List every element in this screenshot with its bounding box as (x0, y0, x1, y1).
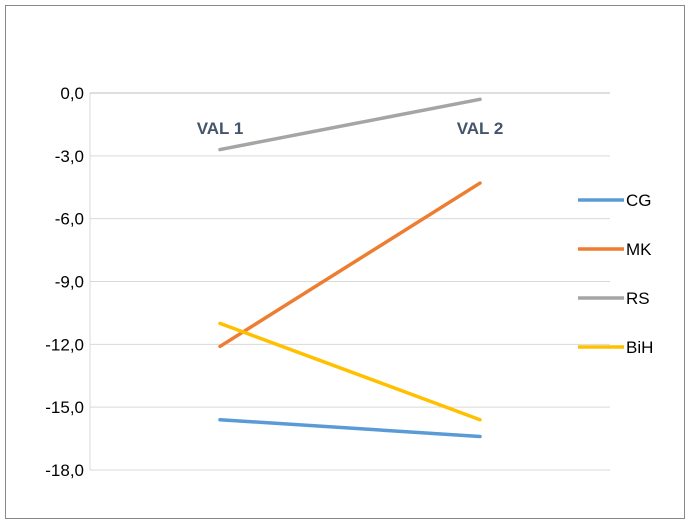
chart-frame (5, 5, 685, 519)
y-axis: 0,0 -3,0 -6,0 -9,0 -12,0 -15,0 -18,0 (45, 84, 91, 480)
x-tick-label: VAL 2 (457, 119, 504, 138)
legend: CG MK RS BiH (578, 191, 653, 357)
legend-label-rs: RS (626, 289, 650, 308)
legend-label-mk: MK (626, 240, 652, 259)
series-lines (218, 97, 482, 439)
series-line-mk (218, 181, 482, 349)
x-tick-label: VAL 1 (197, 119, 244, 138)
y-tick-label: -12,0 (45, 335, 84, 354)
category-axis: VAL 1 VAL 2 (90, 92, 610, 138)
legend-label-cg: CG (626, 191, 652, 210)
series-line-rs (218, 97, 482, 152)
y-tick-label: -18,0 (45, 461, 84, 480)
y-tick-label: 0,0 (60, 84, 84, 103)
y-tick-label: -9,0 (55, 273, 84, 292)
series-line-bih (218, 321, 482, 422)
y-tick-label: -15,0 (45, 398, 84, 417)
gridlines (90, 92, 610, 471)
y-tick-label: -3,0 (55, 147, 84, 166)
series-line-cg (218, 417, 482, 439)
y-tick-label: -6,0 (55, 210, 84, 229)
legend-label-bih: BiH (626, 338, 653, 357)
